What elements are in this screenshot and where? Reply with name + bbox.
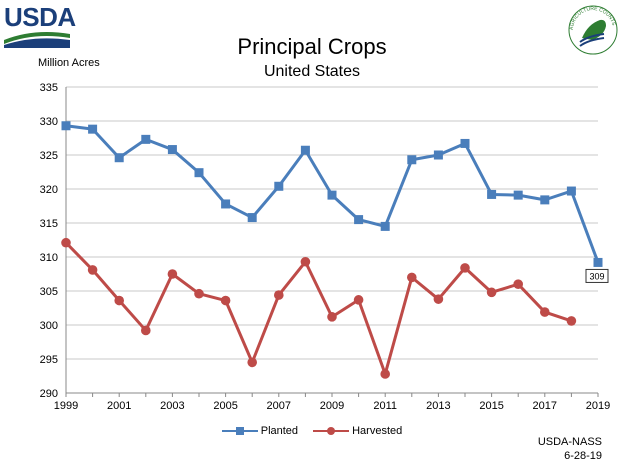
point-harvested: [61, 237, 71, 248]
legend-swatch-harvested: [313, 425, 350, 437]
source-date: 6-28-19: [564, 450, 602, 462]
grid-layer: [66, 86, 598, 394]
usda-logo: USDA: [4, 2, 76, 48]
x-tick-label: 2005: [213, 400, 237, 412]
y-tick-label: 290: [40, 388, 58, 400]
source-label: USDA-NASS: [537, 436, 602, 448]
point-planted: [487, 189, 497, 199]
point-harvested: [274, 290, 284, 300]
point-harvested: [513, 279, 523, 290]
x-tick-label: 1999: [54, 400, 78, 412]
point-harvested: [220, 295, 231, 306]
x-tick-label: 2001: [107, 400, 131, 412]
y-tick-label: 320: [40, 184, 58, 196]
usda-logo-text: USDA: [4, 2, 76, 32]
point-harvested: [407, 272, 417, 283]
legend-label-harvested: Harvested: [352, 425, 403, 437]
point-harvested: [194, 288, 204, 299]
point-harvested: [87, 265, 98, 275]
point-harvested: [114, 295, 124, 306]
point-planted: [540, 195, 550, 205]
point-harvested: [486, 287, 497, 298]
point-harvested: [460, 263, 470, 273]
point-planted: [354, 215, 364, 225]
y-tick-label: 330: [40, 116, 58, 128]
point-planted: [433, 150, 443, 160]
point-planted: [274, 181, 284, 191]
point-planted: [513, 190, 523, 200]
x-tick-label: 2015: [479, 400, 503, 412]
agriculture-counts-seal: AGRICULTURE COUNTS: [568, 5, 618, 55]
y-tick-label: 325: [40, 150, 58, 162]
point-planted: [407, 155, 417, 165]
point-planted: [88, 124, 98, 134]
x-tick-label: 2003: [160, 400, 184, 412]
usda-swoosh-icon: [4, 32, 70, 48]
legend-item-planted: Planted: [221, 425, 299, 437]
point-harvested: [433, 294, 444, 304]
chart-subtitle: United States: [263, 63, 361, 80]
point-harvested: [353, 295, 364, 305]
point-planted: [593, 257, 603, 267]
y-tick-label: 335: [40, 82, 58, 94]
point-harvested: [327, 312, 337, 322]
point-planted: [566, 186, 576, 196]
y-axis-label: Million Acres: [38, 57, 100, 69]
y-tick-label: 295: [40, 354, 58, 366]
chart-title: Principal Crops: [237, 34, 387, 59]
y-tick-label: 315: [40, 218, 58, 230]
point-harvested: [566, 316, 577, 326]
x-tick-label: 2011: [373, 400, 397, 412]
x-tick-label: 2017: [533, 400, 557, 412]
legend: Planted Harvested: [0, 425, 624, 440]
x-tick-label: 2009: [320, 400, 344, 412]
point-planted: [221, 199, 231, 209]
x-tick-label: 2013: [426, 400, 450, 412]
point-harvested: [300, 256, 311, 267]
point-harvested: [141, 325, 151, 336]
point-planted: [141, 134, 151, 144]
axis-layer: 290 295 300 305 310 315 320 325 330 335 1999 2001 20…: [40, 82, 611, 412]
x-tick-label: 2007: [267, 400, 291, 412]
point-planted: [247, 213, 257, 223]
point-harvested: [247, 357, 257, 368]
point-harvested: [540, 307, 550, 317]
data-label-planted: 309: [585, 268, 609, 283]
point-planted: [114, 153, 124, 163]
series-line-harvested: [64, 241, 572, 376]
legend-label-planted: Planted: [260, 425, 299, 437]
point-planted: [460, 138, 470, 148]
point-planted: [300, 145, 310, 155]
point-planted: [194, 168, 204, 178]
svg-text:309: 309: [589, 271, 604, 281]
source-note: USDA-NASS 6-28-19: [538, 435, 602, 463]
point-planted: [327, 190, 337, 200]
point-planted: [61, 121, 71, 131]
y-tick-label: 310: [40, 252, 58, 264]
y-tick-label: 305: [40, 286, 58, 298]
x-tick-label: 2019: [586, 400, 610, 412]
y-tick-label: 300: [40, 320, 58, 332]
legend-swatch-planted: [221, 425, 258, 437]
point-planted: [167, 145, 177, 155]
point-planted: [380, 221, 390, 231]
point-harvested: [167, 269, 178, 279]
series-layer: 309: [61, 121, 609, 379]
point-harvested: [380, 369, 391, 379]
legend-item-harvested: Harvested: [313, 425, 402, 437]
